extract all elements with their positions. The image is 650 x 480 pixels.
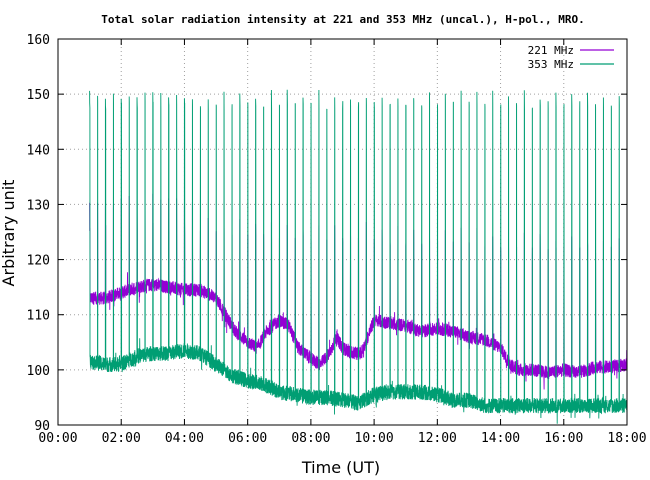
y-tick-label: 100 xyxy=(27,364,50,379)
y-tick-label: 140 xyxy=(27,143,50,158)
x-tick-label: 00:00 xyxy=(38,431,77,446)
y-tick-label: 120 xyxy=(27,254,50,269)
x-tick-label: 10:00 xyxy=(355,431,394,446)
x-tick-label: 02:00 xyxy=(102,431,141,446)
y-tick-label: 160 xyxy=(27,33,50,48)
x-tick-label: 06:00 xyxy=(228,431,267,446)
series-line-353-mhz xyxy=(89,89,628,424)
y-axis-label: Arbitrary unit xyxy=(0,180,18,287)
y-tick-label: 90 xyxy=(34,419,50,434)
y-tick-label: 130 xyxy=(27,198,50,213)
x-tick-label: 18:00 xyxy=(607,431,646,446)
axis-ticks: 00:00 02:00 04:00 06:00 08:00 10:00 12:00 14:00… xyxy=(27,33,647,446)
legend: 221 MHz 353 MHz xyxy=(528,44,614,71)
y-tick-label: 110 xyxy=(27,309,50,324)
y-tick-label: 150 xyxy=(27,88,50,103)
x-tick-label: 08:00 xyxy=(291,431,330,446)
x-axis-label: Time (UT) xyxy=(301,458,380,477)
x-tick-label: 16:00 xyxy=(544,431,583,446)
legend-label-221: 221 MHz xyxy=(528,44,574,57)
x-tick-label: 14:00 xyxy=(481,431,520,446)
legend-label-353: 353 MHz xyxy=(528,58,574,71)
series-lines xyxy=(89,89,628,424)
x-tick-label: 04:00 xyxy=(165,431,204,446)
x-tick-label: 12:00 xyxy=(418,431,457,446)
plot-frame xyxy=(57,38,628,426)
chart-title: Total solar radiation intensity at 221 a… xyxy=(101,13,584,26)
